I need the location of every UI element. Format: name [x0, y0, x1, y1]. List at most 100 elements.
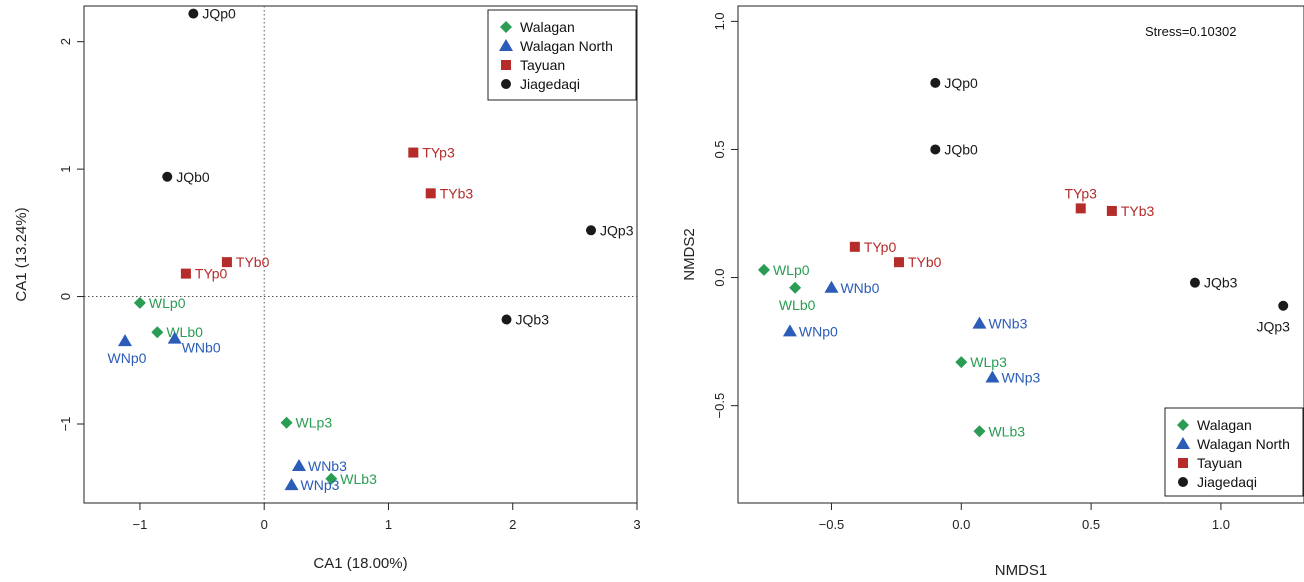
- data-point-jqb0: [162, 171, 173, 182]
- legend: Walagan Walagan North Tayuan Jiagedaqi: [1164, 407, 1304, 497]
- data-point-wnp3: [284, 478, 299, 491]
- x-tick-label: 3: [633, 517, 640, 532]
- point-label-wlb3: WLb3: [340, 471, 377, 487]
- x-tick-label: 1: [385, 517, 392, 532]
- y-tick-label: −1: [58, 417, 73, 432]
- data-point-wlb0: [789, 281, 802, 294]
- data-point-jqp3: [586, 225, 597, 236]
- legend-marker-walagan: [1177, 419, 1189, 431]
- y-tick-label: −0.5: [712, 393, 727, 419]
- point-label-wnp0: WNp0: [108, 350, 147, 366]
- y-axis-label: CA1 (13.24%): [13, 207, 30, 301]
- data-point-wlp0: [757, 263, 770, 276]
- ca-plot-panel: −1 0 1 2 3 −1 0 1 2 CA1 (18.00%) CA1 (13.24%) JQp0 J…: [13, 5, 641, 572]
- data-point-jqb0: [930, 144, 941, 155]
- point-label-wlp3: WLp3: [296, 415, 333, 431]
- nmds-plot-panel: −0.5 0.0 0.5 1.0 −0.5 0.0 0.5 1.0 NMDS1 NMDS2 Stre…: [681, 5, 1304, 579]
- legend-label-jiagedaqi: Jiagedaqi: [520, 76, 580, 92]
- point-label-typ3: TYp3: [422, 145, 455, 161]
- point-label-typ3: TYp3: [1064, 185, 1097, 201]
- y-tick-label: 1: [58, 166, 73, 173]
- data-point-wnp0: [118, 334, 133, 347]
- point-label-wlb3: WLb3: [988, 423, 1025, 439]
- point-label-jqb3: JQb3: [516, 311, 550, 327]
- legend: Walagan Walagan North Tayuan Jiagedaqi: [487, 9, 637, 101]
- legend-marker-walagan-north: [1176, 437, 1190, 449]
- data-point-jqp0: [188, 8, 199, 19]
- data-point-jqp3: [1278, 300, 1289, 311]
- y-tick-label: 1.0: [712, 12, 727, 30]
- x-axis-label: CA1 (18.00%): [313, 555, 407, 572]
- point-label-tyb3: TYb3: [440, 185, 474, 201]
- data-point-typ0: [849, 241, 860, 252]
- data-point-wnb3: [291, 459, 306, 472]
- legend-box: [487, 9, 637, 101]
- legend-label-walagan: Walagan: [520, 19, 575, 35]
- point-label-wlb0: WLb0: [779, 297, 816, 313]
- point-label-jqb0: JQb0: [176, 169, 210, 185]
- data-point-tyb3: [425, 188, 436, 199]
- legend-label-walagan-north: Walagan North: [520, 38, 613, 54]
- point-label-tyb3: TYb3: [1121, 203, 1155, 219]
- data-point-typ3: [1075, 203, 1086, 214]
- point-label-wlp0: WLp0: [773, 262, 810, 278]
- x-tick-label: 0.5: [1082, 517, 1100, 532]
- point-label-tyb0: TYb0: [908, 254, 942, 270]
- legend-marker-walagan-north: [499, 39, 513, 51]
- y-tick-label: 0.0: [712, 269, 727, 287]
- point-label-typ0: TYp0: [195, 266, 228, 282]
- point-label-jqp3: JQp3: [600, 222, 634, 238]
- point-label-wnb0: WNb0: [840, 280, 879, 296]
- point-label-jqp0: JQp0: [944, 75, 978, 91]
- point-label-jqp3: JQp3: [1256, 319, 1290, 335]
- data-point-tyb0: [221, 257, 232, 268]
- data-point-wlp3: [280, 416, 293, 429]
- data-point-jqb3: [501, 314, 512, 325]
- x-axis-label: NMDS1: [995, 562, 1048, 579]
- legend-label-walagan-north: Walagan North: [1197, 436, 1290, 452]
- point-label-wnb0: WNb0: [182, 340, 221, 356]
- point-label-jqb3: JQb3: [1204, 275, 1238, 291]
- x-tick-label: 0.0: [952, 517, 970, 532]
- point-label-wlp0: WLp0: [149, 295, 186, 311]
- x-tick-label: −1: [133, 517, 148, 532]
- point-label-typ0: TYp0: [864, 239, 897, 255]
- data-point-wlp0: [133, 296, 146, 309]
- point-label-wnb3: WNb3: [988, 316, 1027, 332]
- y-tick-label: 2: [58, 38, 73, 45]
- legend-box: [1164, 407, 1304, 497]
- legend-label-walagan: Walagan: [1197, 417, 1252, 433]
- point-label-wnb3: WNb3: [308, 458, 347, 474]
- plot-frame: [83, 5, 638, 504]
- point-label-tyb0: TYb0: [236, 254, 270, 270]
- legend-marker-walagan: [500, 21, 512, 33]
- data-point-wlb3: [973, 425, 986, 438]
- point-label-wnp3: WNp3: [301, 477, 340, 493]
- x-tick-label: 0: [261, 517, 268, 532]
- data-point-wnb0: [167, 331, 182, 344]
- legend-marker-jiagedaqi: [1178, 477, 1188, 487]
- y-tick-label: 0: [58, 293, 73, 300]
- data-point-jqp0: [930, 77, 941, 88]
- y-axis-label: NMDS2: [681, 228, 698, 281]
- legend-label-tayuan: Tayuan: [520, 57, 565, 73]
- data-point-wnp0: [782, 324, 797, 337]
- data-point-tyb3: [1106, 205, 1117, 216]
- legend-marker-tayuan: [1178, 458, 1188, 468]
- data-point-jqb3: [1189, 277, 1200, 288]
- point-label-jqp0: JQp0: [202, 6, 236, 22]
- point-label-wnp3: WNp3: [1001, 369, 1040, 385]
- x-tick-label: 1.0: [1212, 517, 1230, 532]
- legend-marker-jiagedaqi: [501, 79, 511, 89]
- data-point-typ0: [180, 268, 191, 279]
- data-point-wnb0: [824, 280, 839, 293]
- legend-label-tayuan: Tayuan: [1197, 455, 1242, 471]
- stress-annotation: Stress=0.10302: [1145, 24, 1236, 39]
- data-point-wnb3: [972, 316, 987, 329]
- point-label-wnp0: WNp0: [799, 323, 838, 339]
- point-label-wlp3: WLp3: [970, 354, 1007, 370]
- data-point-typ3: [408, 147, 419, 158]
- data-point-wnp3: [985, 370, 1000, 383]
- point-label-jqb0: JQb0: [944, 141, 978, 157]
